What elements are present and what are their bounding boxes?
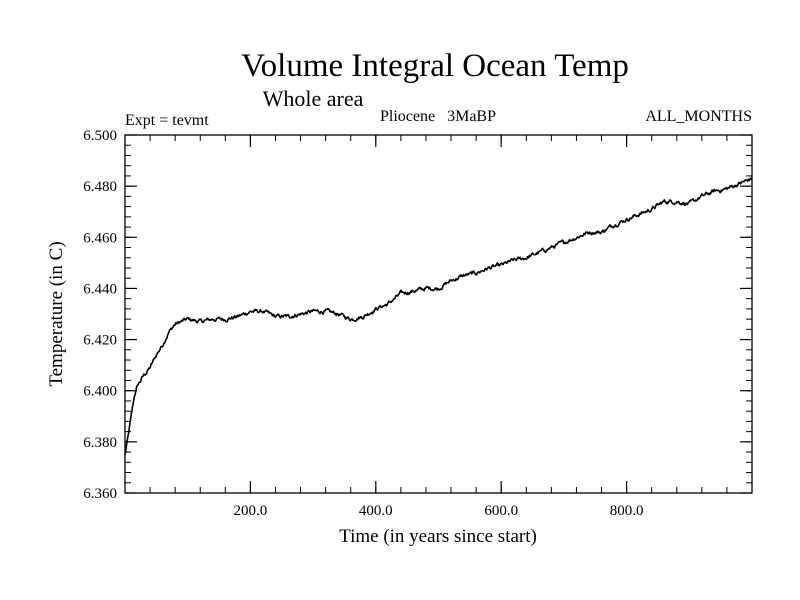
- series-line: [124, 177, 753, 455]
- x-tick-labels: 200.0 400.0 600.0 800.0: [234, 503, 644, 519]
- axis-ticks: [125, 134, 752, 494]
- header-experiment: Expt = tevmt: [125, 112, 209, 129]
- x-axis-label: Time (in years since start): [339, 526, 537, 547]
- y-tick-label: 6.420: [83, 333, 117, 349]
- chart-subtitle: Whole area: [263, 86, 364, 111]
- y-tick-labels: 6.360 6.380 6.400 6.420 6.440 6.460 6.480 6.500: [83, 128, 117, 502]
- y-tick-label: 6.480: [83, 179, 117, 195]
- y-tick-label: 6.440: [83, 281, 117, 297]
- y-tick-label: 6.500: [83, 128, 117, 144]
- x-tick-label: 600.0: [484, 503, 518, 519]
- header-months: ALL_MONTHS: [645, 108, 752, 125]
- y-tick-label: 6.400: [83, 384, 117, 400]
- plot-frame: [124, 134, 753, 494]
- y-axis-label: Temperature (in C): [46, 241, 67, 386]
- header-period: Pliocene 3MaBP: [380, 108, 496, 125]
- y-tick-label: 6.380: [83, 435, 117, 451]
- y-tick-label: 6.360: [83, 486, 117, 502]
- y-tick-label: 6.460: [83, 230, 117, 246]
- x-tick-label: 400.0: [359, 503, 393, 519]
- x-tick-label: 800.0: [610, 503, 644, 519]
- chart-title: Volume Integral Ocean Temp: [241, 48, 629, 84]
- x-tick-label: 200.0: [234, 503, 268, 519]
